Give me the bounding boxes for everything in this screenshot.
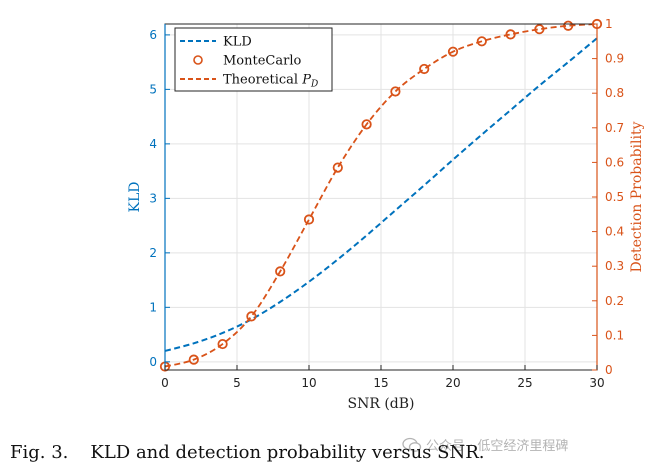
legend-montecarlo-label: MonteCarlo: [223, 54, 301, 69]
y-left-tick-label: 5: [149, 82, 157, 96]
wechat-icon: [402, 437, 422, 453]
x-tick-label: 15: [373, 376, 388, 390]
montecarlo-marker: [390, 86, 401, 97]
legend: KLD MonteCarlo Theoretical PD: [174, 27, 333, 92]
legend-theoretical-subscript: D: [310, 80, 318, 90]
legend-box: [174, 27, 333, 92]
legend-theoretical-main: Theoretical: [223, 73, 302, 88]
x-tick-label: 25: [517, 376, 532, 390]
y-right-tick-label: 0.9: [605, 52, 624, 66]
legend-kld-label: KLD: [223, 35, 252, 50]
legend-montecarlo-swatch: [193, 55, 203, 65]
montecarlo-marker: [332, 162, 343, 173]
y-left-tick-label: 0: [149, 355, 157, 369]
y-left-tick-label: 1: [149, 300, 157, 314]
montecarlo-marker: [303, 214, 315, 225]
montecarlo-marker: [275, 266, 286, 277]
montecarlo-marker: [217, 338, 228, 350]
y-left-tick-label: 2: [149, 246, 157, 260]
y-right-tick-label: 0.3: [605, 259, 624, 273]
chart: 0 5 10 15 20 25 30012345600.10.20.30.40.50.60.…: [127, 17, 645, 412]
figure-caption: Fig. 3. KLD and detection probability ver…: [10, 442, 660, 463]
x-tick-label: 30: [589, 376, 604, 390]
y-right-tick-label: 0.2: [605, 294, 624, 308]
y-left-tick-label: 6: [149, 28, 157, 42]
x-tick-label: 5: [233, 376, 241, 390]
y-right-tick-label: 0.4: [605, 225, 624, 239]
montecarlo-marker: [419, 63, 430, 75]
y-right-tick-label: 0.1: [605, 328, 624, 342]
figure-number: Fig. 3.: [10, 442, 69, 463]
montecarlo-marker: [361, 119, 372, 130]
grid-lines: [164, 24, 598, 370]
x-tick-label: 0: [161, 376, 169, 390]
x-tick-label: 10: [301, 376, 316, 390]
legend-theoretical-label: Theoretical PD: [223, 73, 318, 90]
series-kld-line: [164, 37, 598, 352]
y-right-tick-label: 1: [605, 17, 613, 31]
tick-labels: 0 5 10 15 20 25 30012345600.10.20.30.40.50.60.…: [149, 17, 624, 390]
watermark-text: 公众号 · 低空经济里程碑: [426, 439, 569, 454]
y-left-tick-label: 3: [149, 191, 157, 205]
y-right-tick-label: 0.8: [605, 86, 624, 100]
montecarlo-marker: [246, 311, 257, 322]
series-theoretical-pd-line: [164, 23, 598, 368]
y-axis-right-label: Detection Probability: [629, 121, 645, 272]
y-right-tick-label: 0: [605, 363, 613, 377]
montecarlo-marker: [476, 36, 487, 47]
watermark: 公众号 · 低空经济里程碑: [402, 435, 568, 454]
y-axis-left-label: KLD: [127, 182, 143, 213]
x-axis-label: SNR (dB): [347, 396, 414, 412]
y-right-tick-label: 0.6: [605, 155, 624, 169]
x-tick-label: 20: [445, 376, 460, 390]
y-right-tick-label: 0.7: [605, 121, 624, 135]
legend-theoretical-symbol: P: [301, 73, 311, 88]
y-right-tick-label: 0.5: [605, 190, 624, 204]
montecarlo-marker: [447, 46, 459, 57]
series-layer: [159, 18, 603, 372]
y-left-tick-label: 4: [149, 137, 157, 151]
montecarlo-marker: [188, 354, 199, 365]
caption-text: KLD and detection probability versus SNR…: [90, 442, 485, 463]
